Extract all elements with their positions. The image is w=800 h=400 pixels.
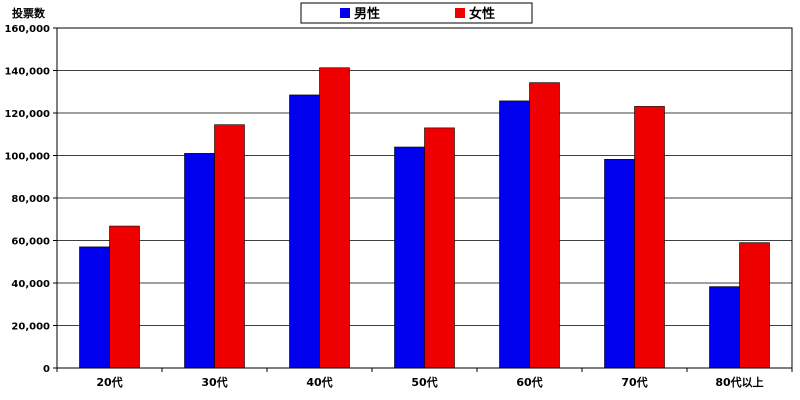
bar-male — [394, 146, 425, 369]
x-tick-label: 50代 — [411, 375, 437, 389]
bar-female — [634, 106, 665, 369]
legend-label-male: 男性 — [354, 6, 380, 22]
bar-female — [319, 67, 350, 369]
plot-frame — [56, 27, 793, 369]
x-tick-label: 40代 — [306, 375, 332, 389]
legend: 男性 女性 — [300, 2, 533, 24]
bar-male — [709, 286, 740, 369]
x-tick-label: 20代 — [96, 375, 122, 389]
legend-swatch-male — [340, 8, 350, 18]
x-tick-label: 70代 — [621, 375, 647, 389]
bar-male — [184, 153, 215, 369]
legend-label-female: 女性 — [469, 6, 495, 22]
y-axis-label: 投票数 — [12, 6, 46, 20]
y-tick-label: 140,000 — [4, 67, 50, 78]
bar-female — [424, 127, 455, 369]
bar-male — [604, 159, 635, 369]
legend-swatch-female — [455, 8, 465, 18]
y-tick-label: 60,000 — [11, 237, 50, 248]
x-tick-label: 60代 — [516, 375, 542, 389]
y-tick-label: 20,000 — [11, 322, 50, 333]
y-tick-label: 160,000 — [4, 24, 50, 35]
y-tick-label: 40,000 — [11, 279, 50, 290]
bar-female — [739, 242, 770, 369]
y-tick-label: 0 — [43, 364, 50, 375]
bar-female — [109, 225, 140, 369]
x-tick-label: 80代以上 — [715, 375, 763, 389]
bar-male — [499, 100, 530, 369]
y-tick-label: 120,000 — [4, 109, 50, 120]
plot-area: 0 20,000 40,000 60,000 80,000 100,000 120,000 1… — [4, 24, 793, 389]
x-tick-label: 30代 — [201, 375, 227, 389]
bar-male — [289, 94, 320, 369]
bar-male — [79, 246, 110, 369]
legend-box — [300, 2, 533, 24]
bar-female — [214, 124, 245, 369]
y-tick-label: 100,000 — [4, 152, 50, 163]
y-tick-label: 80,000 — [11, 194, 50, 205]
bar-female — [529, 82, 560, 369]
